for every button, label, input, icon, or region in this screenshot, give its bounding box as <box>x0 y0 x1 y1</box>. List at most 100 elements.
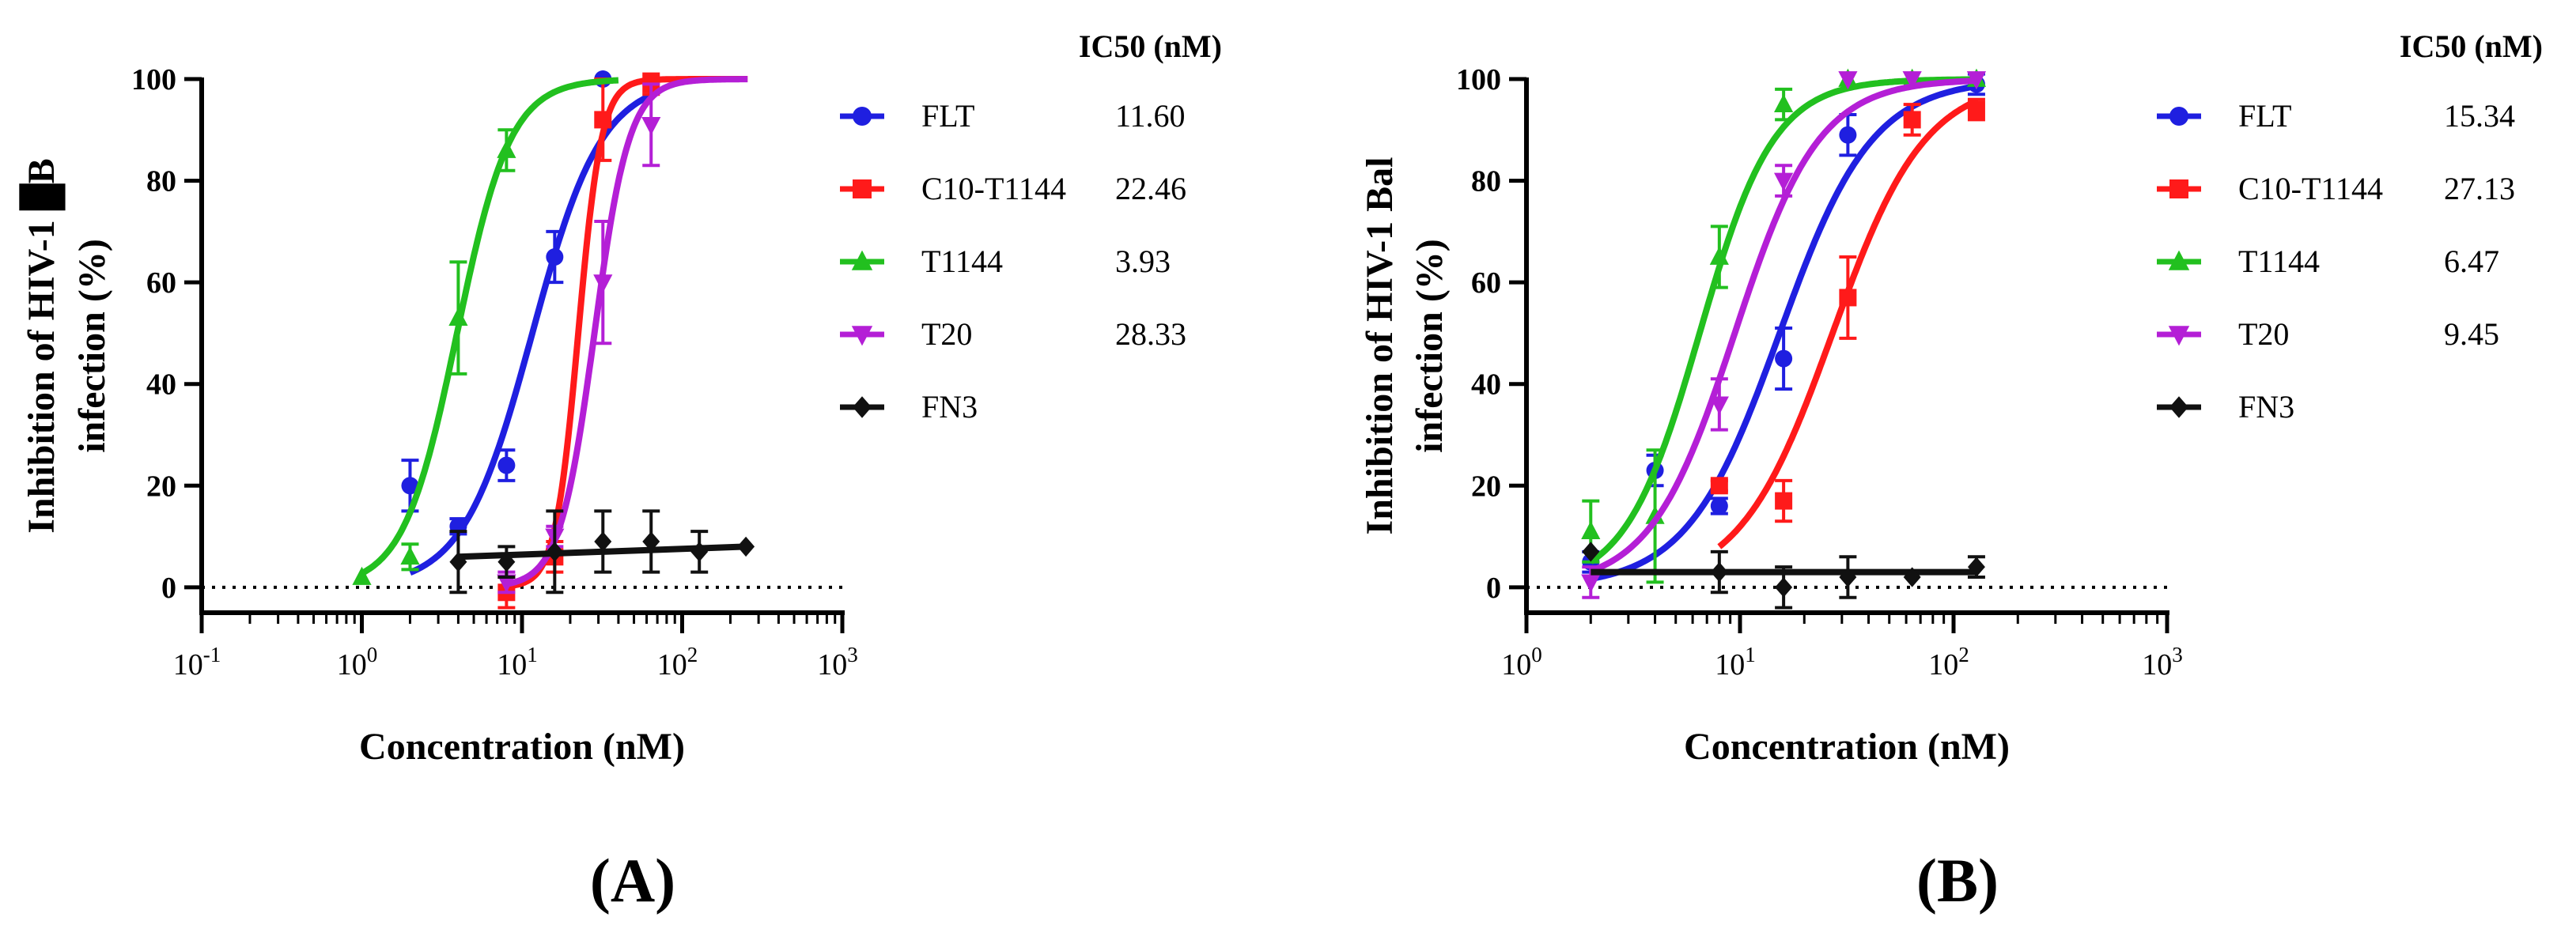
data-point-flt <box>1710 497 1728 515</box>
legend-label: T20 <box>921 316 972 352</box>
legend-marker <box>2169 396 2188 418</box>
data-point-fn3 <box>1775 577 1793 598</box>
x-tick-label: 102 <box>1928 643 1969 681</box>
fit-curve-t1144 <box>360 77 620 576</box>
legend-label: T1144 <box>2238 244 2320 279</box>
legend-label: C10-T1144 <box>921 171 1066 206</box>
data-point-fn3 <box>594 531 612 552</box>
data-point-c10-t1144 <box>1710 477 1728 495</box>
x-tick-label: 101 <box>497 643 538 681</box>
legend-ic50-value: 15.34 <box>2444 98 2515 134</box>
y-tick-label: 40 <box>146 368 176 402</box>
legend-label: FLT <box>921 98 974 134</box>
data-point-t20 <box>1709 396 1729 415</box>
legend-marker <box>2168 326 2190 346</box>
data-point-t1144 <box>1645 505 1665 524</box>
y-tick-label: 60 <box>146 266 176 300</box>
data-point-fn3 <box>1967 557 1985 577</box>
fit-curve-flt <box>408 92 653 576</box>
legend-ic50-value: 11.60 <box>1115 98 1186 134</box>
data-point-flt <box>1775 349 1793 368</box>
data-point-t1144 <box>352 566 372 585</box>
data-point-fn3 <box>1582 542 1600 562</box>
data-point-t20 <box>593 274 613 293</box>
legend-marker <box>853 107 872 126</box>
data-point-t20 <box>1966 71 1987 90</box>
data-point-t20 <box>1838 71 1858 90</box>
panel-b: 0 20 40 60 80 100 100 101 102 103 Concentration (n… <box>1359 28 2543 915</box>
y-tick-label: 80 <box>1471 165 1501 198</box>
data-point-t20 <box>1902 71 1922 90</box>
data-point-fn3 <box>1839 567 1857 587</box>
data-point-flt <box>1839 126 1857 144</box>
legend-marker <box>853 179 872 198</box>
data-point-fn3 <box>1710 561 1728 583</box>
y-axis-title-line2: infection (%) <box>71 239 113 453</box>
legend-label: FN3 <box>2238 389 2294 425</box>
legend-label: T20 <box>2238 316 2289 352</box>
data-point-c10-t1144 <box>594 111 612 129</box>
data-point-flt <box>401 477 419 495</box>
x-tick-label: 102 <box>657 643 698 681</box>
x-axis-title: Concentration (nM) <box>1684 726 2010 768</box>
legend-ic50-value: 28.33 <box>1115 316 1186 352</box>
legend-label: T1144 <box>921 244 1003 279</box>
data-point-fn3 <box>737 536 755 557</box>
legend-label: FN3 <box>921 389 978 425</box>
y-axis-title-line1: Inhibition of HIV-1 Bal <box>1359 157 1401 535</box>
x-tick-label: 100 <box>1501 643 1542 681</box>
panel-a: 0 20 40 60 80 100 10-1 100 101 102 103 Concentratio… <box>19 28 1222 915</box>
legend-ic50-value: 3.93 <box>1115 244 1171 279</box>
data-point-t1144 <box>1774 93 1794 113</box>
data-point-fn3 <box>497 552 516 572</box>
legend-marker <box>2169 179 2188 198</box>
legend-marker <box>2169 107 2188 126</box>
data-point-t1144 <box>448 307 468 327</box>
y-tick-label: 0 <box>1486 572 1501 605</box>
data-point-c10-t1144 <box>1903 111 1921 129</box>
data-point-c10-t1144 <box>1967 100 1985 119</box>
data-point-flt <box>497 456 516 474</box>
x-tick-label: 103 <box>2142 643 2183 681</box>
data-point-t20 <box>497 574 516 593</box>
data-point-fn3 <box>546 542 564 562</box>
legend-label: C10-T1144 <box>2238 171 2383 206</box>
y-tick-label: 20 <box>146 470 176 503</box>
data-point-fn3 <box>690 542 709 562</box>
legend-ic50-value: 9.45 <box>2444 316 2499 352</box>
y-tick-label: 100 <box>131 63 176 96</box>
data-point-t20 <box>1774 172 1794 191</box>
y-tick-label: 60 <box>1471 266 1501 300</box>
y-tick-label: 20 <box>1471 470 1501 503</box>
data-point-t1144 <box>497 139 516 158</box>
y-axis-title-line2: infection (%) <box>1409 239 1451 453</box>
legend-marker <box>853 396 872 418</box>
x-axis-title: Concentration (nM) <box>359 726 685 768</box>
y-tick-label: 0 <box>161 572 176 605</box>
y-tick-label: 80 <box>146 165 176 198</box>
legend-ic50-value: 6.47 <box>2444 244 2499 279</box>
x-tick-label: 101 <box>1715 643 1756 681</box>
data-point-flt <box>546 248 564 266</box>
data-point-t20 <box>641 116 661 136</box>
x-tick-label: 10-1 <box>173 643 221 681</box>
legend-title: IC50 (nM) <box>2400 28 2543 64</box>
fit-curve-t20 <box>505 76 750 587</box>
legend-label: FLT <box>2238 98 2291 134</box>
data-point-t1144 <box>1581 520 1601 540</box>
y-tick-label: 100 <box>1456 63 1501 96</box>
panel-label: (A) <box>590 846 675 915</box>
x-tick-label: 100 <box>337 643 378 681</box>
data-point-fn3 <box>642 531 660 552</box>
legend-ic50-value: 27.13 <box>2444 171 2515 206</box>
data-point-fn3 <box>1903 567 1921 587</box>
data-point-c10-t1144 <box>1775 492 1793 510</box>
panel-label: (B) <box>1916 846 1999 915</box>
data-point-t1144 <box>400 546 420 565</box>
data-point-t20 <box>1581 574 1601 593</box>
data-point-t1144 <box>1709 246 1729 265</box>
y-axis-title-line1: Inhibition of HIV-1 █B <box>19 158 66 534</box>
legend-marker <box>851 326 873 346</box>
legend-marker <box>851 250 873 270</box>
